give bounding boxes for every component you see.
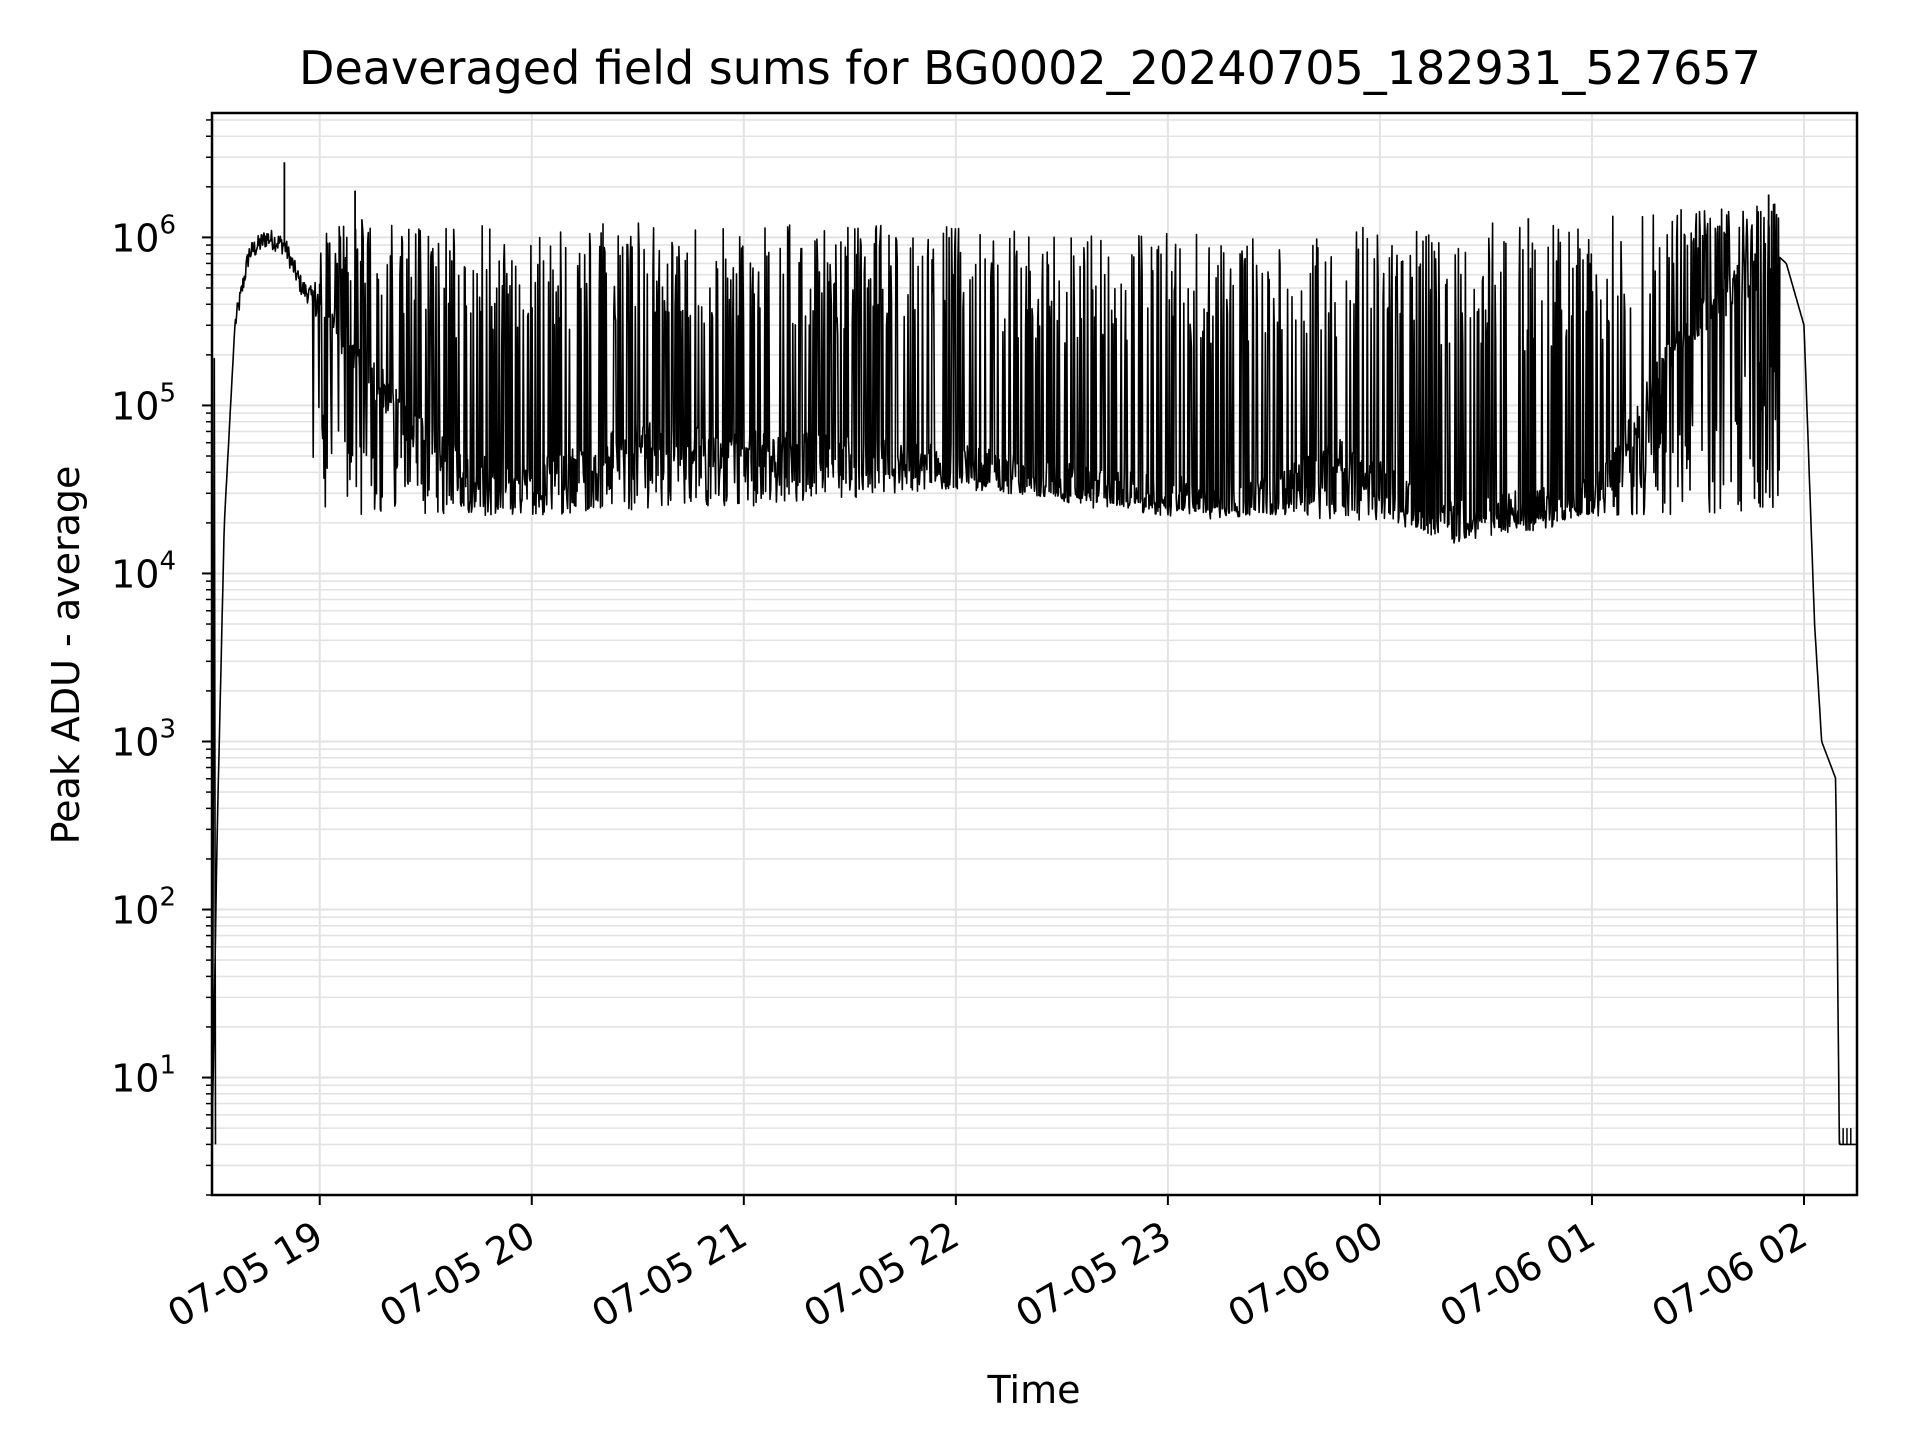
y-tick-label: 106 <box>111 210 176 260</box>
y-axis: 101 102 103 104 105 106 <box>111 119 212 1196</box>
y-tick-label: 105 <box>111 378 176 428</box>
y-tick-label: 101 <box>111 1051 176 1101</box>
y-tick-label: 102 <box>111 883 176 933</box>
x-axis-label: Time <box>987 1368 1081 1412</box>
plot-frame <box>210 111 1859 1197</box>
y-tick-label: 104 <box>111 546 176 596</box>
chart-title: Deaveraged field sums for BG0002_2024070… <box>299 41 1761 95</box>
y-axis-label: Peak ADU - average <box>44 466 88 845</box>
y-tick-label: 103 <box>111 714 176 764</box>
